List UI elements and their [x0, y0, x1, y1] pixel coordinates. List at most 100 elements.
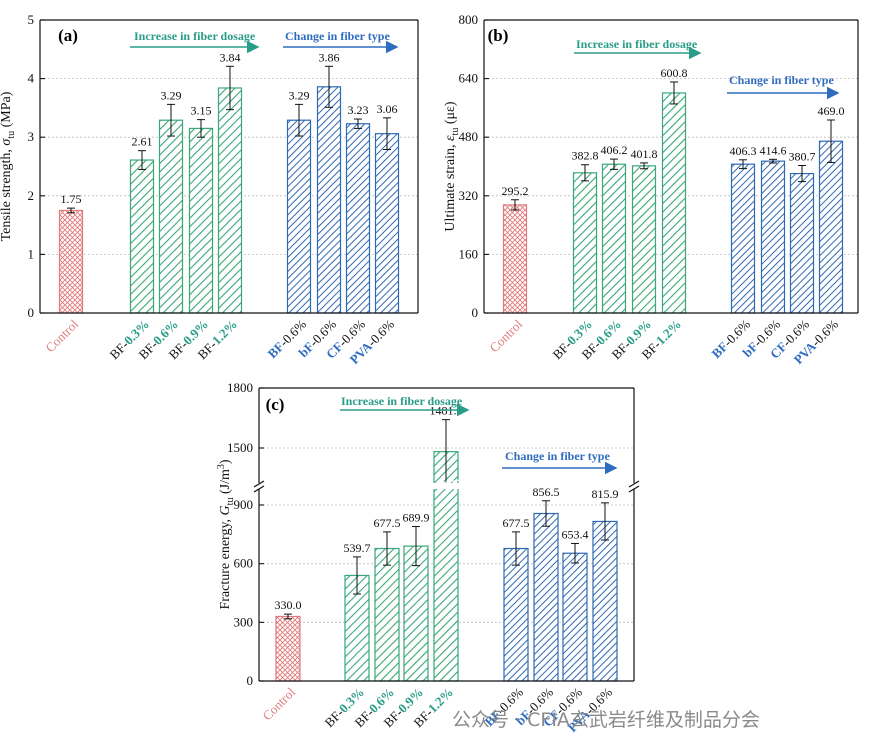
y-tick-label: 1500 [227, 440, 253, 455]
category-label: Control [486, 316, 525, 355]
data-label: 3.15 [191, 104, 212, 118]
data-label: 653.4 [562, 527, 589, 541]
axis-break-gap [433, 483, 459, 489]
y-tick-label: 3 [28, 129, 35, 144]
bar [789, 172, 815, 314]
category-label-key: Control [259, 684, 298, 723]
data-label: 3.29 [161, 88, 182, 102]
panel-b: 295.2 382.8 406.2 401.8 600.8 406.3 414.6 380.7… [443, 12, 859, 367]
y-tick-label: 0 [247, 673, 254, 688]
data-label: 815.9 [592, 487, 619, 501]
panel-label: (c) [266, 395, 285, 414]
y-tick-label: 320 [459, 188, 479, 203]
bar [601, 163, 627, 314]
bar [374, 133, 400, 314]
annotation-text: Increase in fiber dosage [576, 37, 698, 51]
data-label: 677.5 [503, 516, 530, 530]
annotation-text: Increase in fiber dosage [341, 394, 463, 408]
y-axis-title-subscript: tu [450, 128, 461, 136]
y-axis-title-text: Fracture energy, [218, 515, 233, 609]
data-label: 689.9 [403, 511, 430, 525]
bar [661, 92, 687, 314]
bar [286, 119, 312, 314]
data-label: 414.6 [760, 143, 787, 157]
bar [316, 86, 342, 314]
axis-break-gap [431, 479, 461, 485]
y-axis-title-unit: (J/m [218, 469, 233, 498]
bar [502, 204, 528, 314]
panel-a: 1.75 2.61 3.29 3.15 3.84 3.29 3.86 3.23 3.06 0 1 2 3… [0, 12, 419, 367]
bar [592, 520, 618, 682]
data-label: 3.84 [220, 50, 241, 64]
data-label: 406.2 [601, 143, 628, 157]
y-axis-title: Tensile strength, σtu (MPa) [0, 91, 17, 241]
data-label: 3.23 [348, 103, 369, 117]
bar [129, 159, 155, 314]
data-label: 380.7 [789, 150, 816, 164]
axis-break-gap [632, 483, 636, 489]
data-label: 3.29 [289, 88, 310, 102]
y-axis-title-symbol: ε [443, 135, 458, 141]
data-label: 677.5 [374, 516, 401, 530]
watermark-text: 公众号 · CFIA玄武岩纤维及制品分会 [452, 709, 760, 731]
data-label: 3.86 [319, 50, 340, 64]
data-label: 600.8 [661, 66, 688, 80]
y-tick-label: 800 [459, 12, 479, 27]
y-tick-label: 160 [459, 246, 479, 261]
axis-break-gap [257, 483, 261, 489]
axis-break-mark [253, 480, 265, 488]
data-label: 382.8 [572, 149, 599, 163]
bar [58, 209, 84, 314]
data-label: 401.8 [631, 147, 658, 161]
annotation-text: Change in fiber type [285, 29, 390, 43]
category-label-key: Control [486, 316, 525, 355]
y-axis-title-text: Tensile strength, [0, 146, 14, 242]
annotation-text: Change in fiber type [729, 73, 834, 87]
y-axis-title-subscript: tu [225, 498, 236, 506]
y-tick-label: 2 [28, 188, 35, 203]
category-label-suffix: -0.6% [364, 316, 397, 349]
y-tick-label: 1800 [227, 380, 253, 395]
y-axis-title-subscript: tu [6, 131, 17, 139]
y-axis-title-unit: (με) [443, 101, 458, 128]
y-axis-title-text: Ultimate strain, [443, 141, 458, 232]
annotation-text: Change in fiber type [505, 449, 610, 463]
data-label: 330.0 [275, 598, 302, 612]
bar [275, 615, 301, 682]
bar [562, 552, 588, 682]
panel-label: (b) [488, 26, 509, 45]
axis-break-mark [628, 480, 640, 488]
category-label-suffix: -0.6% [808, 316, 841, 349]
bar [217, 87, 243, 314]
category-label: Control [259, 684, 298, 723]
bar [403, 545, 429, 682]
y-axis-title-unit: (MPa) [0, 91, 14, 131]
bar [503, 547, 529, 682]
y-axis-title: Ultimate strain, εtu (με) [443, 101, 461, 231]
y-tick-label: 900 [234, 497, 254, 512]
bar [631, 165, 657, 314]
data-label: 539.7 [344, 541, 371, 555]
panel-label: (a) [58, 26, 78, 45]
y-axis-title-symbol: G [218, 505, 233, 515]
y-axis-title: Fracture energy, Gtu (J/m3) [216, 459, 236, 609]
data-label: 469.0 [818, 104, 845, 118]
y-tick-label: 4 [28, 71, 35, 86]
y-tick-label: 0 [28, 305, 35, 320]
bar [818, 140, 844, 314]
data-label: 1.75 [61, 192, 82, 206]
bar [533, 512, 559, 682]
bar [345, 123, 371, 314]
y-tick-label: 640 [459, 71, 479, 86]
y-tick-label: 600 [234, 556, 254, 571]
data-label: 406.3 [730, 144, 757, 158]
category-label: Control [42, 316, 81, 355]
y-tick-label: 1 [28, 246, 35, 261]
data-label: 3.06 [377, 102, 398, 116]
bar [760, 160, 786, 314]
bar [572, 172, 598, 314]
bar [188, 127, 214, 314]
y-tick-label: 480 [459, 129, 479, 144]
